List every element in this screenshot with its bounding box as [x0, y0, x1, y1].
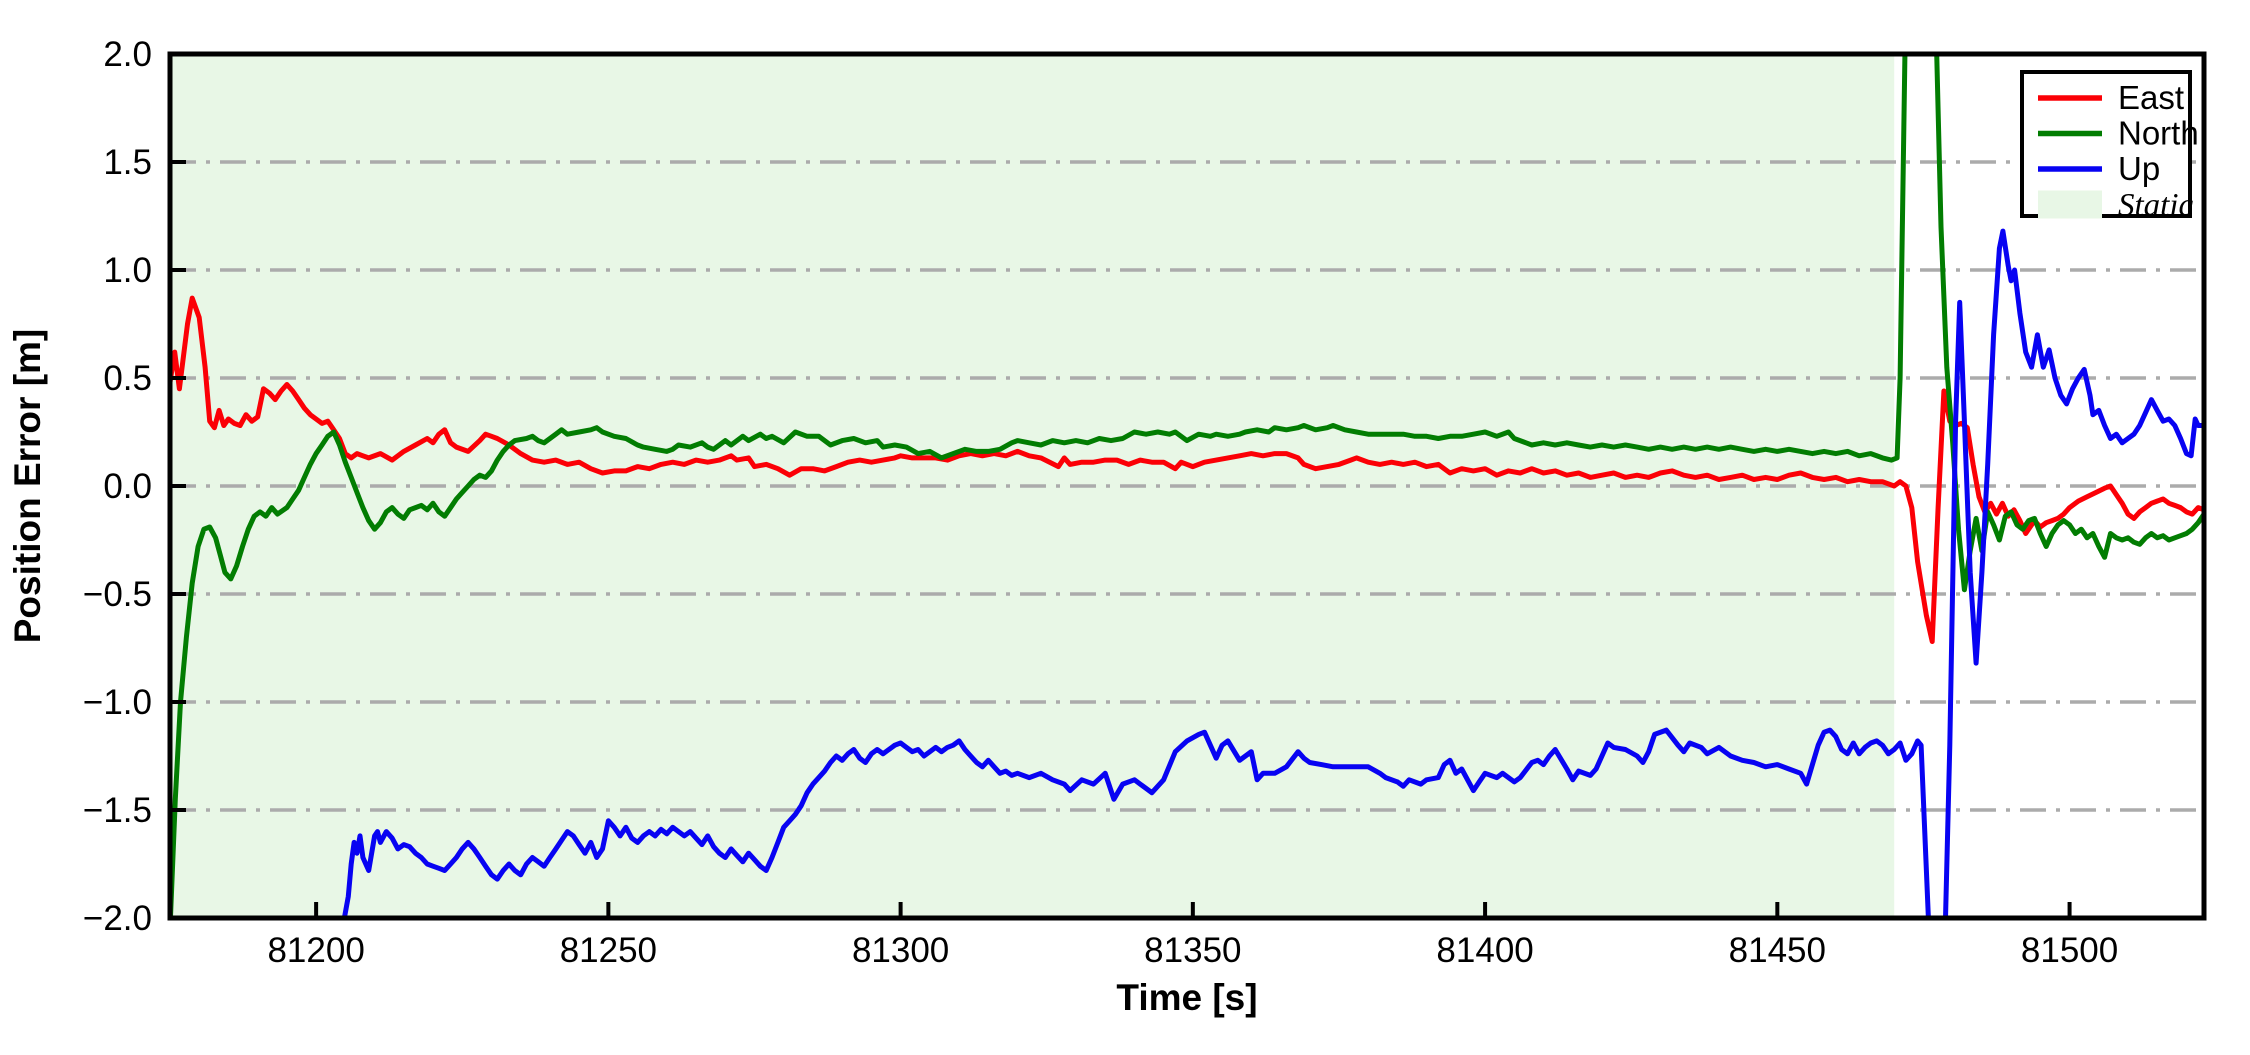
- legend-entry-up: Up: [2038, 150, 2160, 187]
- x-tick-label-81450: 81450: [1729, 931, 1826, 970]
- x-tick-label-81400: 81400: [1436, 931, 1533, 970]
- x-tick-label-81200: 81200: [267, 931, 364, 970]
- legend-swatch-static: [2038, 190, 2102, 219]
- series-layer: [170, 54, 2204, 918]
- x-axis-label: Time [s]: [1116, 977, 1257, 1018]
- series-line-up: [341, 228, 2204, 918]
- gridline-layer: [170, 160, 2204, 812]
- series-line-east: [170, 295, 2204, 644]
- x-tick-label-81350: 81350: [1144, 931, 1241, 970]
- y-tick-label-1: 1.0: [103, 251, 152, 290]
- tick-label-layer: 81200 81250 81300 81350 81400 81450 81500 2.0 1.…: [83, 35, 2118, 970]
- y-tick-label-0: 0.0: [103, 467, 152, 506]
- legend-entry-static: Static: [2038, 188, 2194, 224]
- y-tick-label--2: −2.0: [83, 899, 152, 938]
- tick-layer: [170, 52, 2072, 920]
- legend-label-east: East: [2118, 79, 2184, 116]
- y-tick-label-1.5: 1.5: [103, 143, 152, 182]
- y-tick-label--1.5: −1.5: [83, 791, 152, 830]
- legend-entry-east: East: [2038, 79, 2184, 116]
- legend-label-north: North: [2118, 115, 2199, 152]
- y-tick-label--0.5: −0.5: [83, 575, 152, 614]
- y-axis-label: Position Error [m]: [7, 329, 48, 644]
- legend-label-static: Static: [2118, 188, 2194, 224]
- legend-entry-north: North: [2038, 115, 2199, 152]
- x-tick-label-81500: 81500: [2021, 931, 2118, 970]
- x-tick-label-81250: 81250: [560, 931, 657, 970]
- y-tick-label-2: 2.0: [103, 35, 152, 74]
- x-tick-label-81300: 81300: [852, 931, 949, 970]
- y-tick-label-0.5: 0.5: [103, 359, 152, 398]
- y-tick-label--1: −1.0: [83, 683, 152, 722]
- legend-label-up: Up: [2118, 150, 2160, 187]
